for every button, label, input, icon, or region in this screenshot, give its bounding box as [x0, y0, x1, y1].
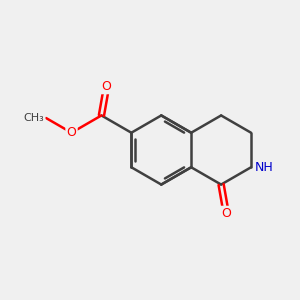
Text: O: O [221, 207, 231, 220]
Text: O: O [102, 80, 112, 93]
Text: O: O [67, 126, 76, 139]
Text: NH: NH [254, 161, 273, 174]
Text: CH₃: CH₃ [24, 113, 44, 123]
